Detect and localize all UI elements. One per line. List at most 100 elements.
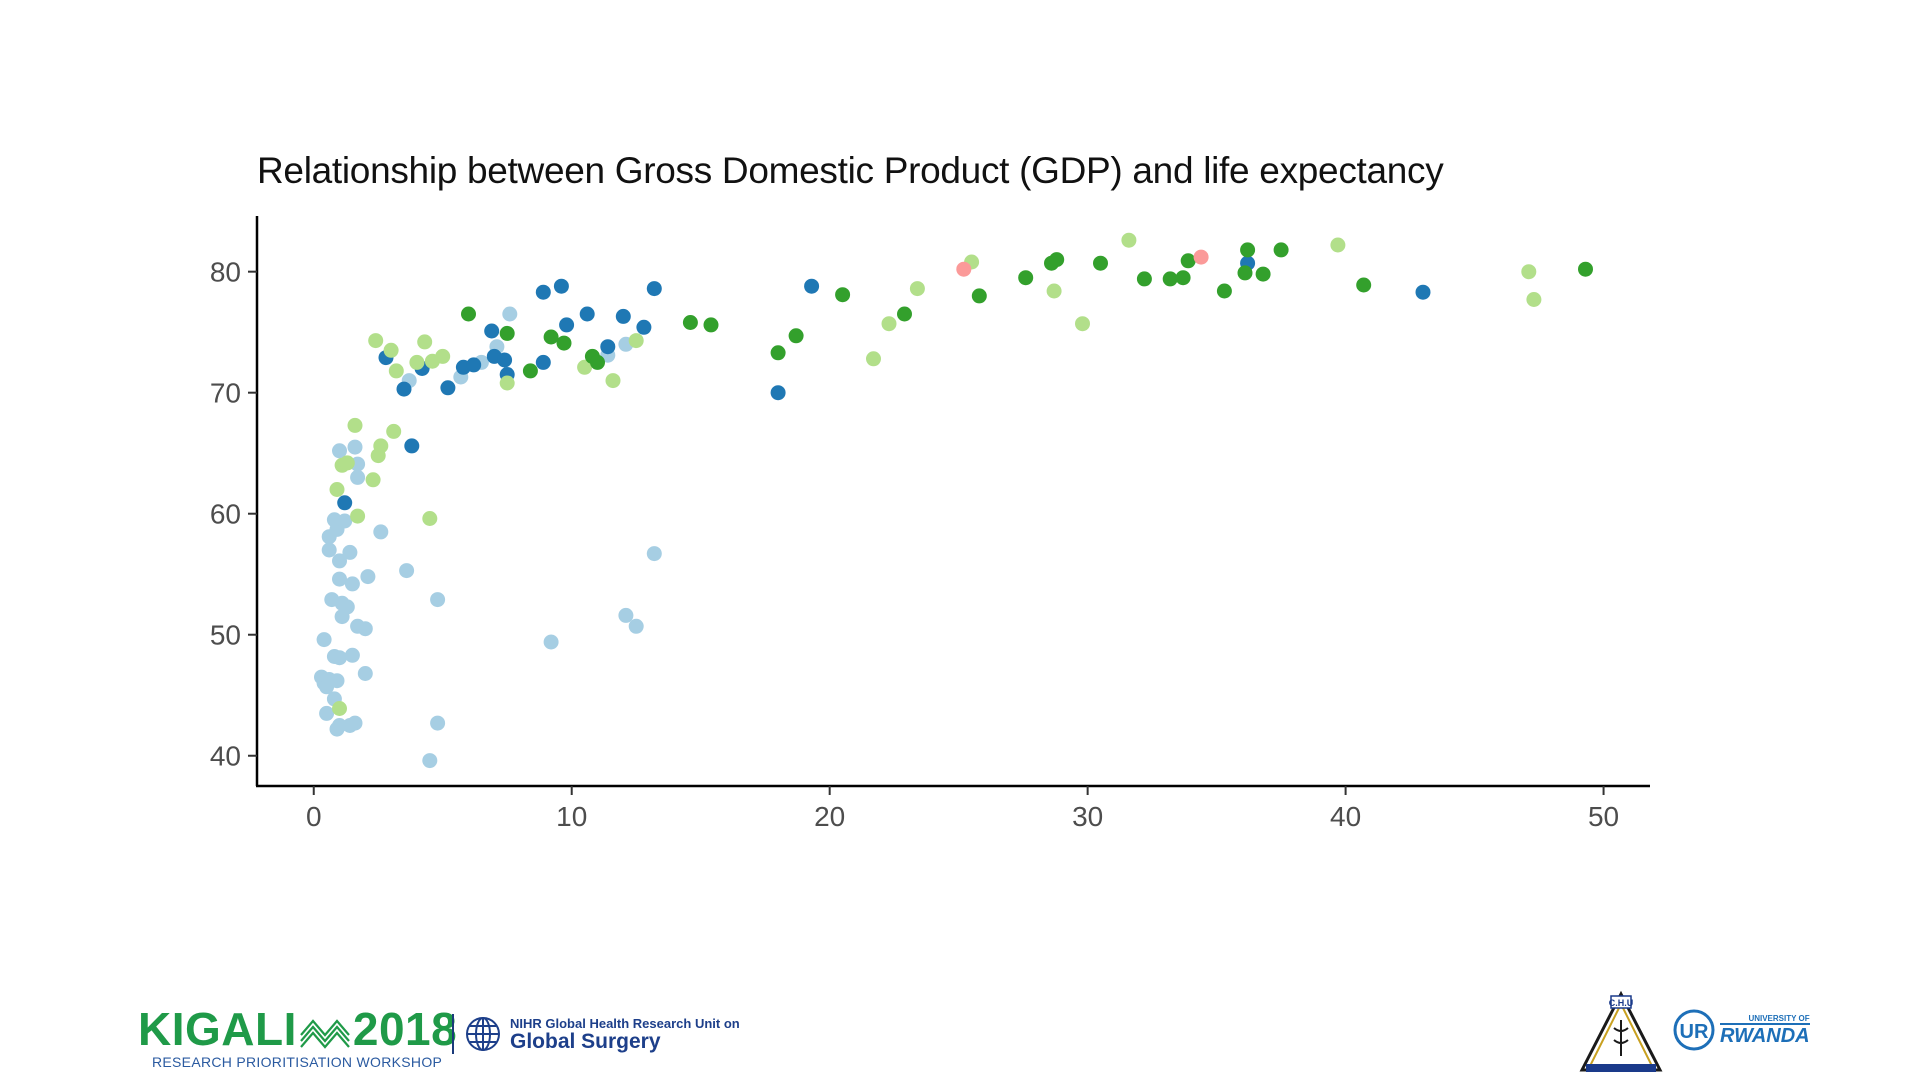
data-point-light-green — [383, 342, 399, 358]
data-point-dark-green — [590, 354, 605, 370]
data-point-light-blue — [618, 607, 634, 623]
data-point-dark-blue — [535, 354, 551, 370]
data-point-dark-green — [461, 306, 476, 322]
data-point-light-blue — [357, 621, 373, 637]
chart-title: Relationship between Gross Domestic Prod… — [257, 150, 1444, 191]
data-point-light-blue — [316, 632, 332, 648]
data-point-light-green — [347, 417, 363, 433]
nihr-line2: Global Surgery — [510, 1029, 661, 1053]
data-point-light-green — [866, 351, 881, 367]
data-point-light-blue — [319, 705, 335, 721]
data-point-light-blue — [332, 650, 347, 666]
y-tick-label: 40 — [210, 741, 241, 772]
chu-logo: C.H.U — [1578, 990, 1664, 1079]
data-point-light-blue — [422, 753, 438, 769]
data-point-light-green — [1526, 292, 1542, 307]
kigali-subtitle: RESEARCH PRIORITISATION WORKSHOP — [152, 1054, 443, 1070]
data-point-light-green — [1521, 264, 1537, 280]
ticks-layer: 0 10 20 30 40 50 40 50 60 70 80 — [210, 257, 1619, 832]
data-point-light-blue — [543, 634, 559, 650]
data-point-dark-blue — [337, 495, 353, 511]
data-point-dark-green — [1356, 277, 1372, 293]
x-tick-label: 50 — [1588, 801, 1619, 832]
data-point-dark-green — [1136, 271, 1152, 287]
ur-emblem-icon: UR — [1673, 1009, 1715, 1051]
data-point-light-blue — [646, 546, 662, 562]
data-point-light-blue — [628, 618, 644, 634]
data-point-dark-blue — [440, 380, 456, 396]
data-point-pink — [956, 261, 972, 277]
nihr-logo: NIHR Global Health Research Unit on Glob… — [452, 1014, 740, 1054]
data-point-dark-green — [788, 328, 804, 344]
data-point-light-green — [350, 508, 366, 524]
university-of-rwanda-logo: UR UNIVERSITY OF RWANDA — [1672, 1008, 1810, 1052]
data-point-light-blue — [321, 542, 337, 558]
logo-divider — [452, 1014, 454, 1054]
y-tick-label: 70 — [210, 378, 241, 409]
data-point-light-green — [499, 375, 515, 391]
globe-icon — [466, 1017, 500, 1051]
data-point-dark-green — [1180, 253, 1196, 269]
data-point-light-blue — [332, 443, 347, 459]
data-point-light-blue — [430, 592, 446, 608]
kigali-year: 2018 — [352, 1003, 458, 1055]
data-point-light-green — [373, 438, 389, 454]
data-point-dark-blue — [636, 319, 652, 335]
data-point-light-green — [329, 482, 345, 497]
data-point-dark-green — [1578, 261, 1593, 277]
data-point-dark-green — [1237, 265, 1253, 281]
data-point-dark-blue — [484, 323, 500, 339]
data-point-dark-green — [835, 287, 851, 303]
data-point-dark-green — [1216, 283, 1232, 299]
data-point-dark-green — [1162, 271, 1178, 287]
data-point-dark-green — [499, 325, 515, 341]
data-point-light-green — [628, 333, 644, 349]
data-point-light-green — [422, 511, 438, 526]
x-tick-label: 0 — [306, 801, 322, 832]
data-point-light-green — [1330, 237, 1346, 253]
data-point-dark-green — [770, 345, 786, 361]
chu-emblem-icon: C.H.U — [1579, 990, 1663, 1072]
data-point-light-blue — [502, 306, 518, 322]
data-point-dark-green — [1273, 242, 1289, 258]
data-point-dark-green — [703, 317, 719, 333]
data-point-dark-blue — [497, 352, 513, 368]
data-point-light-green — [1121, 232, 1137, 248]
data-point-dark-green — [543, 329, 559, 345]
y-tick-label: 50 — [210, 620, 241, 651]
data-point-light-blue — [332, 718, 347, 733]
data-point-dark-green — [971, 288, 987, 304]
data-point-light-blue — [360, 569, 376, 585]
y-tick-label: 80 — [210, 257, 241, 288]
data-point-dark-blue — [646, 281, 662, 297]
data-point-pink — [1193, 249, 1209, 265]
data-point-dark-blue — [404, 438, 420, 454]
data-point-dark-blue — [804, 278, 820, 294]
data-point-light-blue — [332, 571, 347, 587]
data-point-light-green — [368, 333, 384, 349]
svg-text:UR: UR — [1680, 1021, 1709, 1043]
data-point-light-green — [1046, 283, 1062, 299]
data-point-light-green — [332, 701, 347, 716]
data-point-light-green — [386, 423, 402, 439]
points-layer — [314, 232, 1593, 769]
data-point-dark-blue — [559, 317, 575, 333]
x-tick-label: 40 — [1330, 801, 1361, 832]
data-point-dark-green — [682, 315, 698, 330]
data-point-dark-blue — [396, 381, 412, 397]
data-point-light-green — [909, 281, 925, 297]
data-point-dark-green — [897, 306, 912, 322]
data-point-dark-blue — [1415, 284, 1431, 300]
data-point-dark-green — [1049, 252, 1065, 268]
data-point-light-blue — [430, 715, 446, 731]
x-tick-label: 10 — [556, 801, 587, 832]
data-point-light-green — [435, 348, 451, 364]
data-point-light-blue — [332, 553, 347, 569]
data-point-light-green — [388, 363, 404, 379]
data-point-dark-green — [556, 335, 572, 351]
kigali-title: KIGALI — [138, 1003, 297, 1055]
data-point-light-green — [417, 334, 433, 350]
data-point-light-blue — [373, 524, 389, 540]
data-point-light-green — [1075, 316, 1090, 332]
